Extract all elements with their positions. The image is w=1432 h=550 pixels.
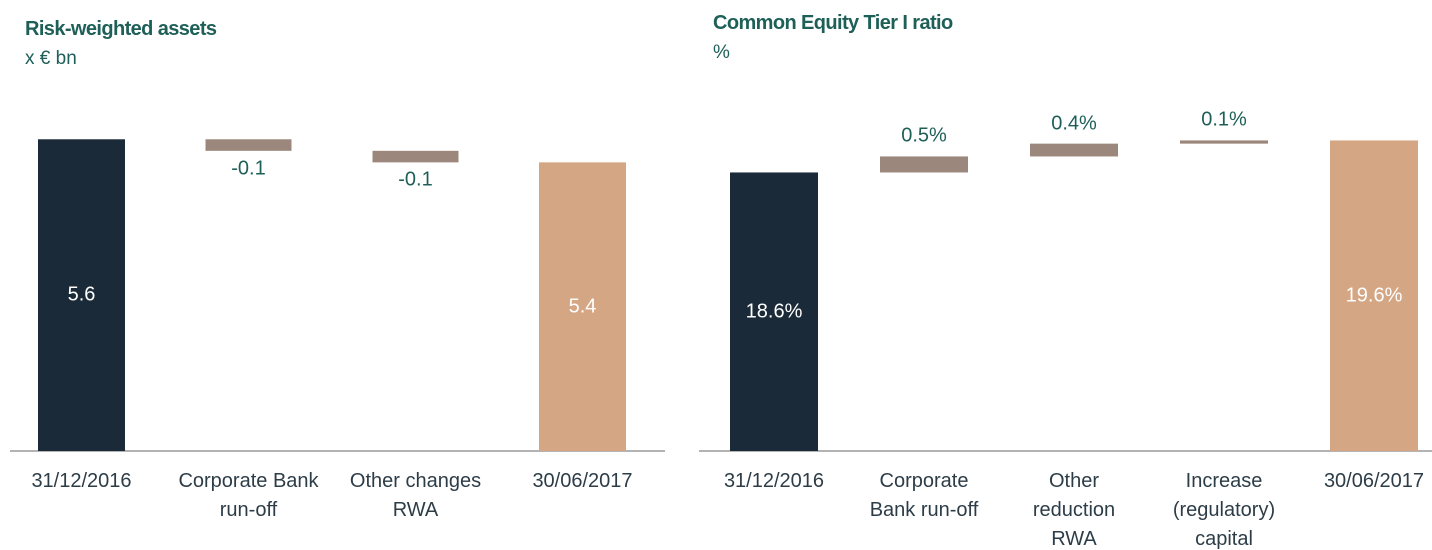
x-tick-label: Other changes RWA (349, 470, 482, 521)
x-tick-label: 30/06/2017 (1323, 470, 1425, 492)
chart-subtitle: x € bn (25, 48, 77, 69)
value-label: 0.1% (1201, 108, 1247, 131)
x-tick-label: 30/06/2017 (532, 470, 633, 492)
total-bar (38, 139, 125, 452)
x-tick-label: Increase (regulatory) capital (1172, 470, 1276, 550)
value-label: 0.5% (901, 124, 947, 147)
x-tick-label: 31/12/2016 (31, 470, 132, 492)
value-label: 5.4 (568, 295, 597, 318)
value-label: 19.6% (1345, 284, 1403, 307)
step-bar (372, 150, 459, 163)
value-label: -0.1 (398, 168, 433, 191)
value-label: -0.1 (231, 157, 266, 180)
value-label: 18.6% (745, 300, 803, 323)
chart-title: Common Equity Tier I ratio (713, 12, 953, 34)
step-bar (1030, 143, 1118, 157)
total-bar (539, 162, 626, 451)
step-bar (1180, 140, 1268, 144)
x-tick-label: Corporate Bank run-off (869, 470, 979, 521)
x-tick-label: Other reduction RWA (1032, 470, 1116, 550)
chart-title: Risk-weighted assets (25, 18, 217, 40)
value-label: 5.6 (67, 283, 96, 306)
x-tick-label: Corporate Bank run-off (178, 470, 319, 521)
chart-subtitle: % (713, 42, 730, 63)
step-bar (880, 156, 968, 173)
total-bar (1330, 140, 1418, 451)
total-bar (730, 172, 818, 451)
value-label: 0.4% (1051, 112, 1097, 135)
step-bar (205, 139, 292, 151)
x-tick-label: 31/12/2016 (723, 470, 825, 492)
